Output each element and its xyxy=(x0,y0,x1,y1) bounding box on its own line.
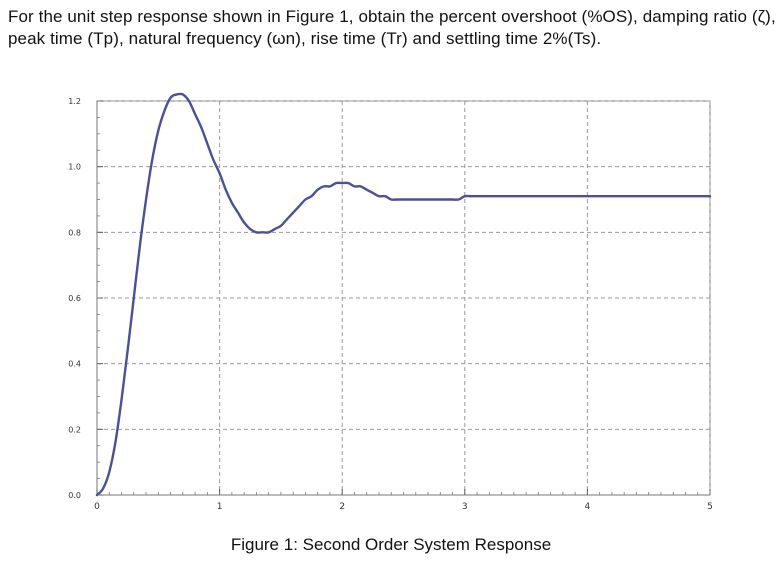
x-tick-label: 1 xyxy=(217,502,223,512)
x-tick-label: 0 xyxy=(94,502,100,512)
y-tick-label: 0.8 xyxy=(68,228,81,237)
x-tick-label: 4 xyxy=(585,502,591,512)
y-tick-label: 1.2 xyxy=(68,97,81,106)
y-tick-label: 1.0 xyxy=(68,163,81,172)
x-tick-label: 3 xyxy=(462,502,468,512)
grid xyxy=(97,100,711,495)
tick-labels: 0 1 2 3 4 5 0.0 0.2 0.4 0.6 0.8 1.0 1.2 xyxy=(68,97,713,512)
x-tick-label: 2 xyxy=(339,502,345,512)
y-tick-label: 0.0 xyxy=(68,491,81,500)
y-tick-label: 0.4 xyxy=(68,360,81,369)
x-tick-label: 5 xyxy=(707,502,713,512)
step-response-line xyxy=(95,92,712,497)
problem-statement: For the unit step response shown in Figu… xyxy=(8,7,776,48)
series-layer xyxy=(95,92,712,497)
y-tick-label: 0.2 xyxy=(68,425,81,434)
y-tick-label: 0.6 xyxy=(68,294,81,303)
figure-caption: Figure 1: Second Order System Response xyxy=(230,535,552,554)
plot-frame xyxy=(96,100,711,496)
